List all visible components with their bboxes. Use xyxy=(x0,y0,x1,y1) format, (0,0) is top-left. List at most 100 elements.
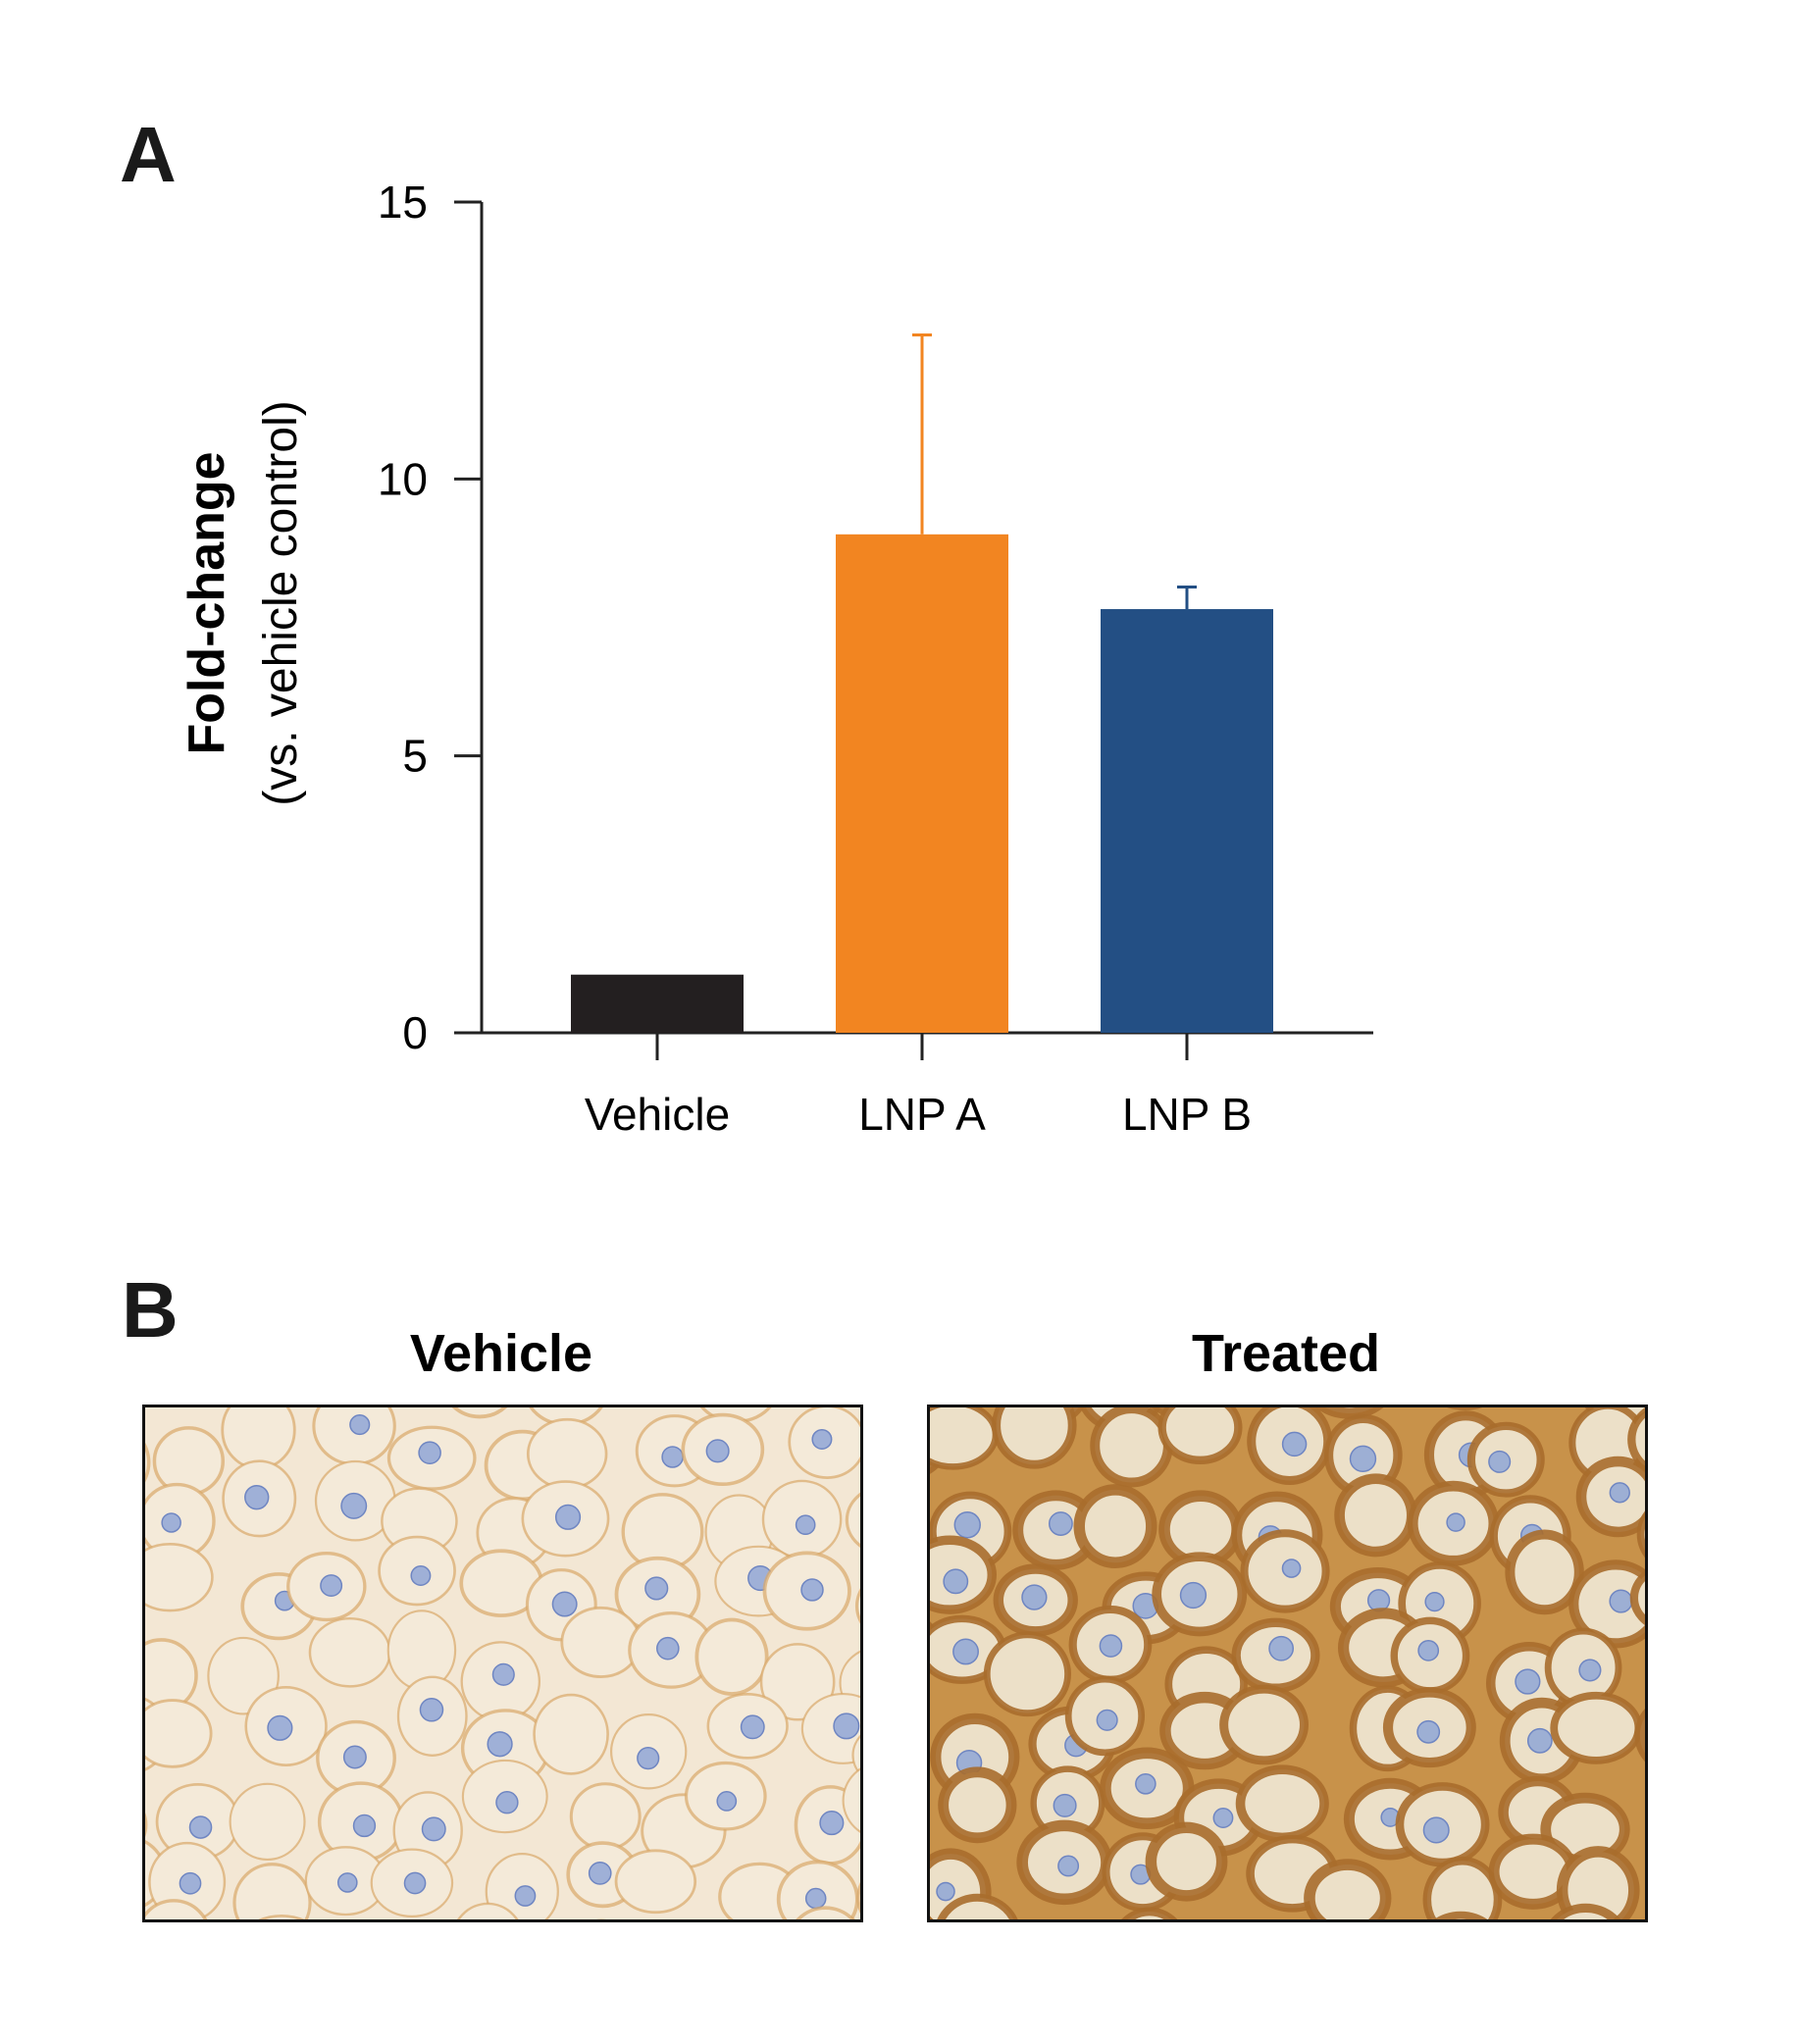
nucleus xyxy=(421,1816,446,1842)
nucleus xyxy=(491,1662,515,1686)
micrograph-vehicle-image xyxy=(145,1407,860,1919)
cell xyxy=(983,1631,1071,1717)
cell xyxy=(1073,1484,1157,1568)
nucleus xyxy=(1578,1659,1602,1682)
nucleus xyxy=(740,1714,765,1740)
cell xyxy=(152,1426,225,1497)
cell xyxy=(1636,1510,1645,1559)
nucleus xyxy=(1424,1592,1445,1612)
nucleus xyxy=(833,1712,860,1740)
bars xyxy=(571,333,1273,1033)
nucleus xyxy=(179,1871,202,1895)
nucleus xyxy=(161,1512,181,1533)
x-tick-label: LNP B xyxy=(1122,1089,1252,1140)
cell xyxy=(1315,1407,1384,1419)
nucleus xyxy=(943,1568,969,1595)
cell xyxy=(229,1782,306,1862)
bar-chart: 0 5 10 15 Vehicle LNP A LNP B Fold-change (vs… xyxy=(179,177,1373,1140)
nucleus xyxy=(1179,1581,1208,1610)
nucleus xyxy=(1048,1511,1073,1536)
x-axis: Vehicle LNP A LNP B xyxy=(482,1031,1373,1140)
nucleus xyxy=(705,1439,730,1463)
nucleus xyxy=(1349,1445,1377,1473)
micrograph-vehicle xyxy=(142,1405,863,1922)
nucleus xyxy=(1096,1709,1118,1731)
y-tick-label: 0 xyxy=(402,1007,428,1058)
cell xyxy=(1568,1559,1645,1649)
bar xyxy=(571,974,744,1033)
cell xyxy=(1550,1691,1643,1764)
nucleus xyxy=(419,1698,444,1722)
cell xyxy=(796,1906,855,1919)
cell xyxy=(308,1616,391,1688)
y-tick-label: 10 xyxy=(378,453,428,504)
cell xyxy=(451,1407,508,1419)
nucleus xyxy=(1417,1639,1440,1661)
cell xyxy=(1627,1407,1645,1472)
y-axis-title: Fold-change xyxy=(179,451,235,754)
cell xyxy=(937,1893,1018,1919)
y-axis: 0 5 10 15 xyxy=(378,177,484,1058)
y-tick-label: 5 xyxy=(402,731,428,782)
nucleus xyxy=(1053,1793,1077,1817)
nucleus xyxy=(1515,1668,1541,1695)
cell xyxy=(569,1782,642,1851)
cell xyxy=(1121,1907,1178,1919)
axis-labels: Fold-change (vs. vehicle control) xyxy=(179,400,307,805)
nucleus xyxy=(1135,1773,1156,1795)
panel-label-b: B xyxy=(122,1266,179,1354)
nucleus xyxy=(1609,1589,1633,1613)
nucleus xyxy=(418,1441,441,1464)
cell xyxy=(842,1767,860,1833)
cell xyxy=(1304,1859,1392,1919)
nucleus xyxy=(819,1811,845,1836)
x-tick-label: Vehicle xyxy=(585,1089,730,1140)
cell xyxy=(1090,1407,1173,1488)
cell xyxy=(856,1881,860,1915)
nucleus xyxy=(352,1814,377,1838)
cell xyxy=(800,1693,860,1764)
nucleus xyxy=(340,1492,368,1519)
nucleus xyxy=(1281,1431,1308,1457)
nucleus xyxy=(1488,1450,1512,1473)
cell xyxy=(258,1914,305,1919)
nucleus xyxy=(514,1885,537,1907)
cell xyxy=(1629,1570,1645,1626)
cell xyxy=(1433,1911,1488,1919)
nucleus xyxy=(1609,1482,1630,1504)
micrograph-treated xyxy=(927,1405,1648,1922)
cell xyxy=(614,1849,697,1915)
cell xyxy=(457,1902,519,1919)
cell xyxy=(992,1407,1077,1469)
cell xyxy=(145,1813,148,1837)
nucleus xyxy=(936,1881,955,1902)
cell xyxy=(930,1407,1000,1470)
bar xyxy=(1101,609,1273,1033)
nucleus xyxy=(644,1576,669,1601)
nucleus xyxy=(342,1745,367,1769)
nucleus xyxy=(1446,1512,1465,1532)
cell xyxy=(1145,1821,1228,1902)
nucleus xyxy=(1422,1816,1450,1844)
cell xyxy=(1505,1529,1584,1615)
nucleus xyxy=(811,1428,833,1450)
cell xyxy=(145,1442,151,1483)
nucleus xyxy=(188,1815,213,1839)
nucleus xyxy=(661,1446,684,1468)
nucleus xyxy=(1021,1584,1048,1610)
micrograph-treated-image xyxy=(930,1407,1645,1919)
nucleus xyxy=(320,1574,343,1598)
cell xyxy=(1334,1473,1417,1558)
nucleus xyxy=(403,1871,427,1895)
cell xyxy=(845,1492,860,1548)
cell xyxy=(221,1407,296,1470)
nucleus xyxy=(953,1511,981,1539)
panel-label-a: A xyxy=(120,111,177,198)
cell xyxy=(560,1606,642,1678)
nucleus xyxy=(804,1887,827,1910)
cell xyxy=(759,1643,836,1721)
cell xyxy=(232,1863,312,1919)
nucleus xyxy=(656,1636,680,1661)
x-tick-label: LNP A xyxy=(858,1089,986,1140)
nucleus xyxy=(1526,1727,1553,1754)
